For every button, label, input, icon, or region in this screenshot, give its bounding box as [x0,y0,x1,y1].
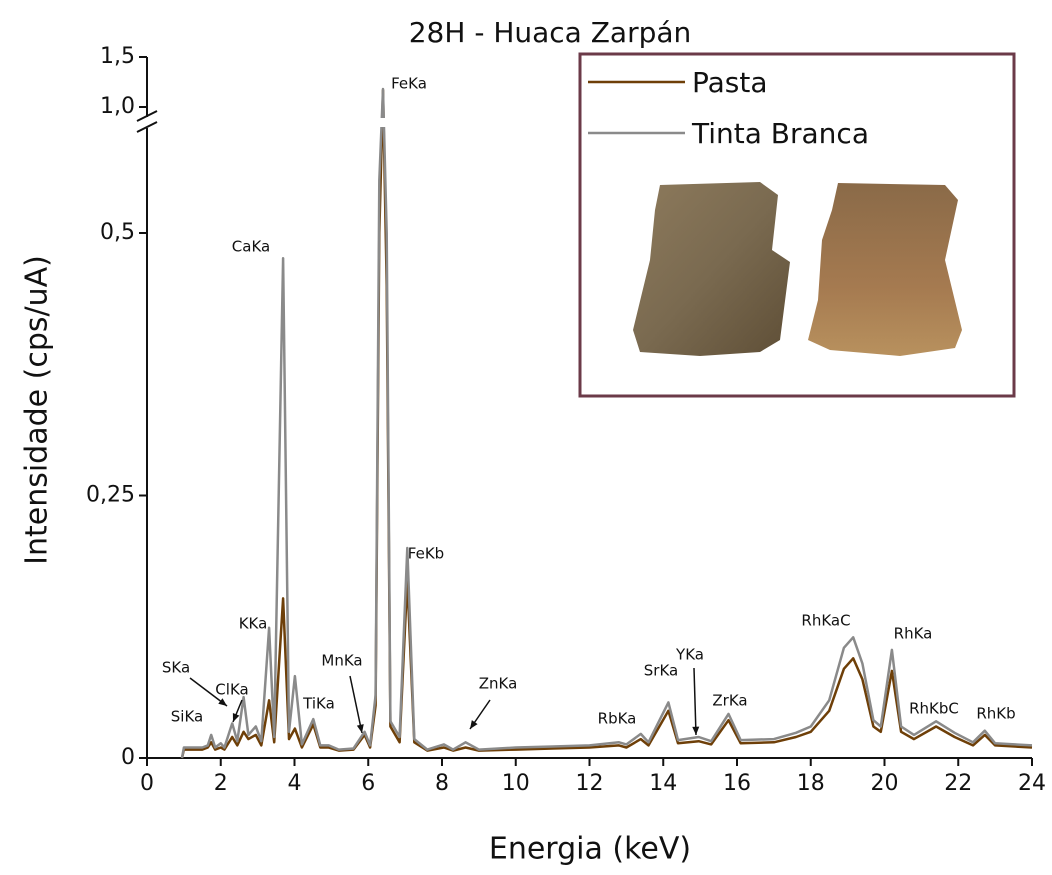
peak-label: RbKa [598,710,637,728]
y-axis-label: Intensidade (cps/uA) [20,255,55,565]
arrow-shaft [349,675,363,734]
x-tick-label: 20 [871,771,899,796]
x-tick-label: 14 [649,771,677,796]
x-tick-label: 16 [723,771,751,796]
break-gap [300,118,500,127]
peak-label: RhKaC [801,612,850,630]
x-tick-label: 6 [361,771,375,796]
peak-label: KKa [239,615,268,633]
x-tick-label: 4 [288,771,302,796]
sherd-photo [808,183,962,356]
x-tick-label: 0 [140,771,154,796]
peak-label: RhKb [976,705,1015,723]
x-tick-label: 8 [435,771,449,796]
sherd-photo [633,182,790,356]
arrow-head [232,713,240,722]
legend-label: Pasta [692,66,768,99]
peak-label: CaKa [232,238,270,256]
peak-label: FeKa [391,75,427,93]
x-tick-label: 18 [797,771,825,796]
spectrum-line [180,87,1033,759]
x-tick-label: 10 [502,771,530,796]
peak-label: YKa [675,646,704,664]
peak-label: SKa [162,659,190,677]
peak-label: SrKa [644,662,678,680]
peak-label: FeKb [408,545,444,563]
peak-label: ZnKa [479,675,518,693]
axis-break [136,110,158,122]
peak-label: SiKa [171,708,203,726]
peak-label: MnKa [321,652,362,670]
axis-break [136,121,158,133]
x-tick-label: 2 [214,771,228,796]
x-tick-label: 12 [576,771,604,796]
y-tick-label: 1,0 [100,94,135,119]
y-tick-label: 0,25 [86,483,135,508]
y-tick-label: 0,5 [100,220,135,245]
chart-title: 28H - Huaca Zarpán [409,16,692,49]
arrow-head [218,698,227,706]
x-axis-label: Energia (keV) [489,832,691,867]
arrow-head [692,726,700,735]
peak-label: ZrKa [712,692,747,710]
y-tick-label: 0 [121,745,135,770]
x-tick-label: 24 [1018,771,1046,796]
y-tick-label: 1,5 [100,44,135,69]
arrow-head [470,720,478,729]
arrow-head [356,724,364,733]
arrow-shaft [693,667,697,736]
peak-label: RhKa [894,625,933,643]
peak-label: RhKbC [909,700,959,718]
x-tick-label: 22 [944,771,972,796]
peak-label: ClKa [215,681,248,699]
peak-label: TiKa [302,695,335,713]
legend-label: Tinta Branca [691,117,869,150]
